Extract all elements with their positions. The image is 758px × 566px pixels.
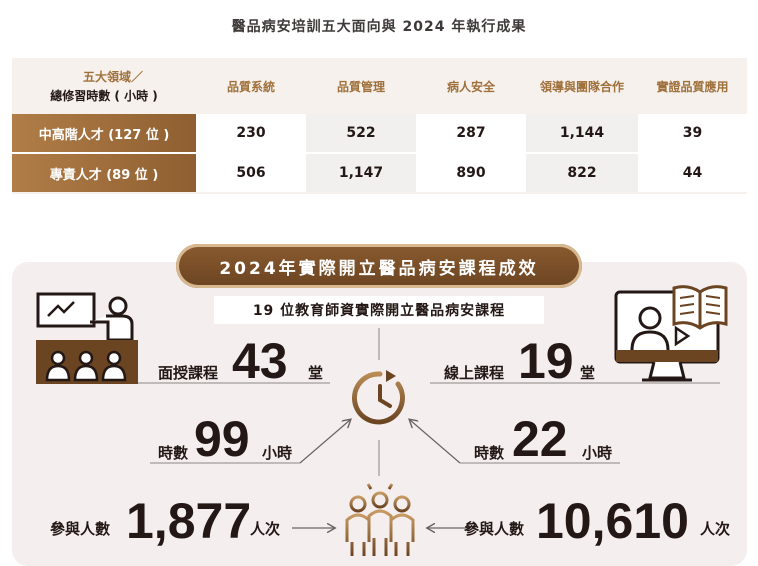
corner-bottom-label: 總修習時數 ( 小時 ) xyxy=(50,89,158,103)
hours-left-label: 時數 xyxy=(158,444,189,462)
participants-left-label: 參與人數 xyxy=(50,520,111,538)
row-label-specialist: 專責人才 (89 位 ) xyxy=(12,154,196,192)
in-person-label: 面授課程 xyxy=(158,364,219,382)
table-cell: 522 xyxy=(306,114,416,152)
table-cell: 890 xyxy=(416,154,526,192)
table-cell: 39 xyxy=(638,114,747,152)
hours-left-unit: 小時 xyxy=(262,444,293,462)
table-cell: 822 xyxy=(526,154,638,192)
column-header: 品質管理 xyxy=(336,79,385,94)
summary-banner: 2024年實際開立醫品病安課程成效 xyxy=(176,244,582,288)
people-group-icon xyxy=(345,482,415,556)
corner-top-label: 五大領域／ xyxy=(82,70,143,84)
hours-right-unit: 小時 xyxy=(582,444,613,462)
participants-right-unit: 人次 xyxy=(700,520,731,538)
hours-left-value: 99 xyxy=(194,411,250,467)
column-header: 領導與團隊合作 xyxy=(539,79,624,94)
table-cell: 506 xyxy=(196,154,306,192)
online-course-icon xyxy=(614,285,728,382)
table-corner-header: 五大領域／ 總修習時數 ( 小時 ) xyxy=(12,58,196,114)
table-cell: 287 xyxy=(416,114,526,152)
table-cell: 230 xyxy=(196,114,306,152)
training-hours-table: 五大領域／ 總修習時數 ( 小時 ) 品質系統 品質管理 病人安全 領導與團隊合… xyxy=(12,58,747,194)
column-header: 實證品質應用 xyxy=(656,79,729,94)
summary-subtitle: 19 位教育師資實際開立醫品病安課程 xyxy=(214,296,544,324)
row-label-senior: 中高階人才 (127 位 ) xyxy=(12,114,196,152)
in-person-unit: 堂 xyxy=(308,364,324,382)
in-person-count: 43 xyxy=(232,333,288,389)
hours-right-value: 22 xyxy=(512,411,568,467)
online-count: 19 xyxy=(518,333,574,389)
row-divider xyxy=(12,152,747,154)
table-cell: 1,144 xyxy=(526,114,638,152)
participants-left-value: 1,877 xyxy=(126,493,252,549)
participants-right-label: 參與人數 xyxy=(464,520,525,538)
online-unit: 堂 xyxy=(580,364,596,382)
page-title: 醫品病安培訓五大面向與 2024 年執行成果 xyxy=(231,19,527,35)
classroom-icon xyxy=(36,292,138,384)
hours-right-label: 時數 xyxy=(474,444,505,462)
participants-right-value: 10,610 xyxy=(536,493,689,549)
column-header: 病人安全 xyxy=(446,79,495,94)
table-cell: 1,147 xyxy=(306,154,416,192)
online-label: 線上課程 xyxy=(444,364,505,382)
clock-icon xyxy=(352,370,405,425)
column-header: 品質系統 xyxy=(226,79,275,94)
table-cell: 44 xyxy=(638,154,747,192)
participants-left-unit: 人次 xyxy=(250,520,281,538)
